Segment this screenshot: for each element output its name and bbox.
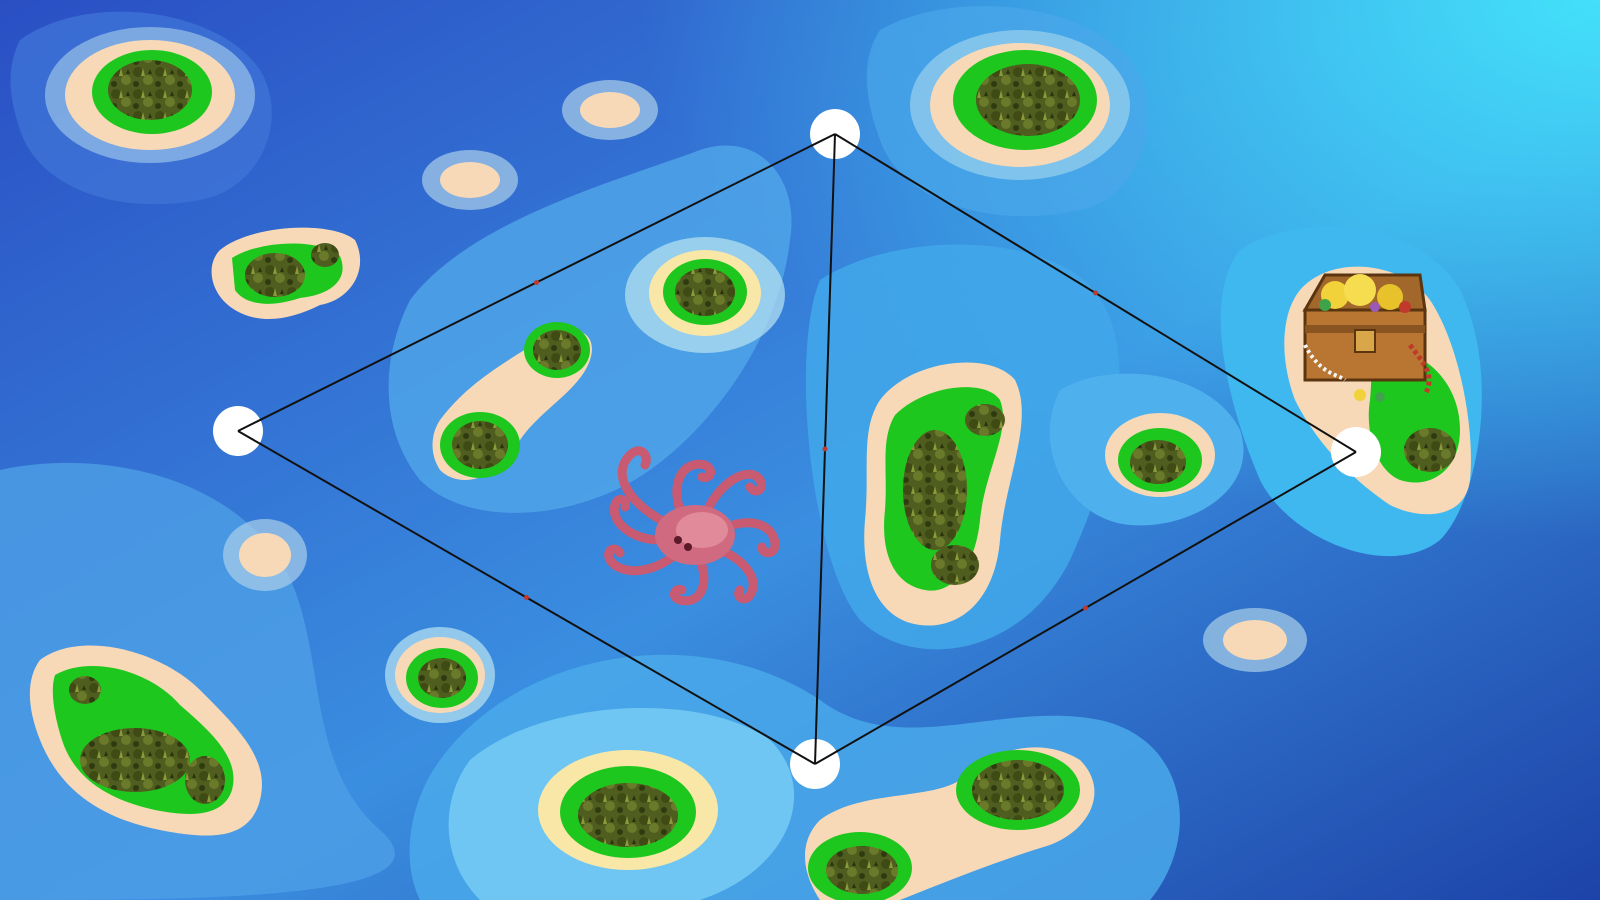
edge-stub [1332,451,1357,466]
edge-stub [791,750,816,765]
edge-stub [833,133,836,161]
edge-midpoint-marker [1093,290,1098,296]
edge-midpoint-marker [822,446,828,452]
edge-stub [814,737,817,765]
graph-nodes [213,109,1381,789]
edge-midpoint-marker [524,595,529,600]
treasure-chest-sprite [1302,273,1432,402]
octopus-sprite [604,446,780,606]
islands [29,27,1471,900]
edge-stub [834,133,858,149]
edge-stub [237,430,262,445]
edge-stub [1333,437,1357,453]
edge-midpoint-marker [534,280,539,285]
edge-midpoint-marker [1083,605,1088,611]
edge-stub [237,418,262,432]
graph-edges [237,133,1357,765]
edge-stub [814,750,839,765]
edge-stub [811,133,836,147]
